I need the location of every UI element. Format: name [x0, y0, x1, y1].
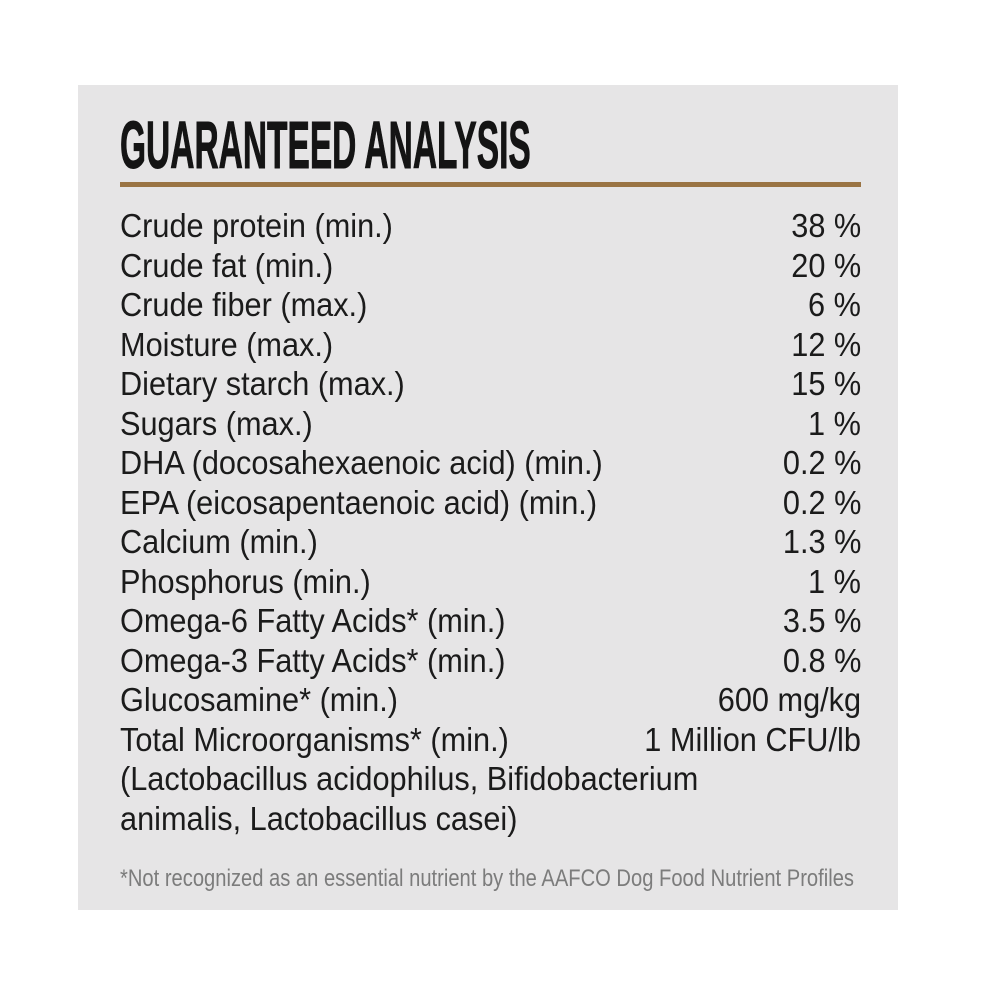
analysis-row: Phosphorus (min.) 1 %	[120, 562, 861, 602]
analysis-table: Crude protein (min.) 38 % Crude fat (min…	[120, 206, 861, 838]
nutrient-name: Crude protein (min.)	[120, 207, 393, 244]
analysis-row: Omega-3 Fatty Acids* (min.) 0.8 %	[120, 641, 861, 681]
nutrient-name: Dietary starch (max.)	[120, 365, 405, 402]
nutrient-name: Omega-6 Fatty Acids* (min.)	[120, 602, 506, 639]
analysis-row: Total Microorganisms* (min.) 1 Million C…	[120, 720, 861, 760]
microorganisms-continuation-line: animalis, Lactobacillus casei)	[120, 799, 518, 837]
guaranteed-analysis-panel: GUARANTEED ANALYSIS Crude protein (min.)…	[78, 85, 898, 910]
nutrient-name: Crude fiber (max.)	[120, 286, 368, 323]
nutrient-name: Sugars (max.)	[120, 404, 313, 442]
nutrient-value: 12 %	[791, 325, 861, 363]
panel-title-text: GUARANTEED ANALYSIS	[120, 108, 531, 183]
nutrient-value: 0.2 %	[782, 444, 861, 481]
nutrient-name: EPA (eicosapentaenoic acid) (min.)	[120, 483, 598, 521]
analysis-row: Glucosamine* (min.) 600 mg/kg	[120, 680, 861, 720]
nutrient-name: Crude fat (min.)	[120, 246, 334, 284]
nutrient-value: 1 %	[808, 562, 861, 600]
nutrient-name: Calcium (min.)	[120, 523, 318, 560]
nutrient-value: 1.3 %	[782, 523, 861, 560]
nutrient-name: DHA (docosahexaenoic acid) (min.)	[120, 444, 603, 481]
analysis-row: EPA (eicosapentaenoic acid) (min.) 0.2 %	[120, 483, 861, 523]
analysis-row: Crude protein (min.) 38 %	[120, 206, 861, 246]
panel-title: GUARANTEED ANALYSIS	[120, 108, 861, 183]
nutrient-name: Moisture (max.)	[120, 325, 334, 363]
analysis-row: Omega-6 Fatty Acids* (min.) 3.5 %	[120, 601, 861, 641]
analysis-row: Crude fiber (max.) 6 %	[120, 285, 861, 325]
microorganisms-continuation-line: (Lactobacillus acidophilus, Bifidobacter…	[120, 760, 699, 797]
nutrient-name: Glucosamine* (min.)	[120, 681, 398, 718]
nutrient-value: 3.5 %	[782, 602, 861, 639]
analysis-row: Crude fat (min.) 20 %	[120, 246, 861, 286]
analysis-row: Moisture (max.) 12 %	[120, 325, 861, 365]
aafco-footnote-text: *Not recognized as an essential nutrient…	[120, 865, 854, 892]
nutrient-value: 600 mg/kg	[717, 681, 861, 718]
nutrient-value: 0.2 %	[782, 483, 861, 521]
analysis-row: Sugars (max.) 1 %	[120, 404, 861, 444]
nutrient-value: 1 %	[808, 404, 861, 442]
nutrient-value: 1 Million CFU/lb	[644, 720, 861, 758]
nutrient-value: 38 %	[791, 207, 861, 244]
nutrient-value: 20 %	[791, 246, 861, 284]
analysis-row: Calcium (min.) 1.3 %	[120, 522, 861, 562]
nutrient-name: Phosphorus (min.)	[120, 562, 371, 600]
nutrient-value: 15 %	[791, 365, 861, 402]
analysis-row: DHA (docosahexaenoic acid) (min.) 0.2 %	[120, 443, 861, 483]
nutrient-value: 0.8 %	[782, 641, 861, 679]
nutrient-value: 6 %	[808, 286, 861, 323]
nutrient-name: Total Microorganisms* (min.)	[120, 720, 509, 758]
aafco-footnote: *Not recognized as an essential nutrient…	[120, 865, 861, 893]
analysis-row: Dietary starch (max.) 15 %	[120, 364, 861, 404]
nutrient-name: Omega-3 Fatty Acids* (min.)	[120, 641, 506, 679]
title-underline	[120, 182, 861, 187]
